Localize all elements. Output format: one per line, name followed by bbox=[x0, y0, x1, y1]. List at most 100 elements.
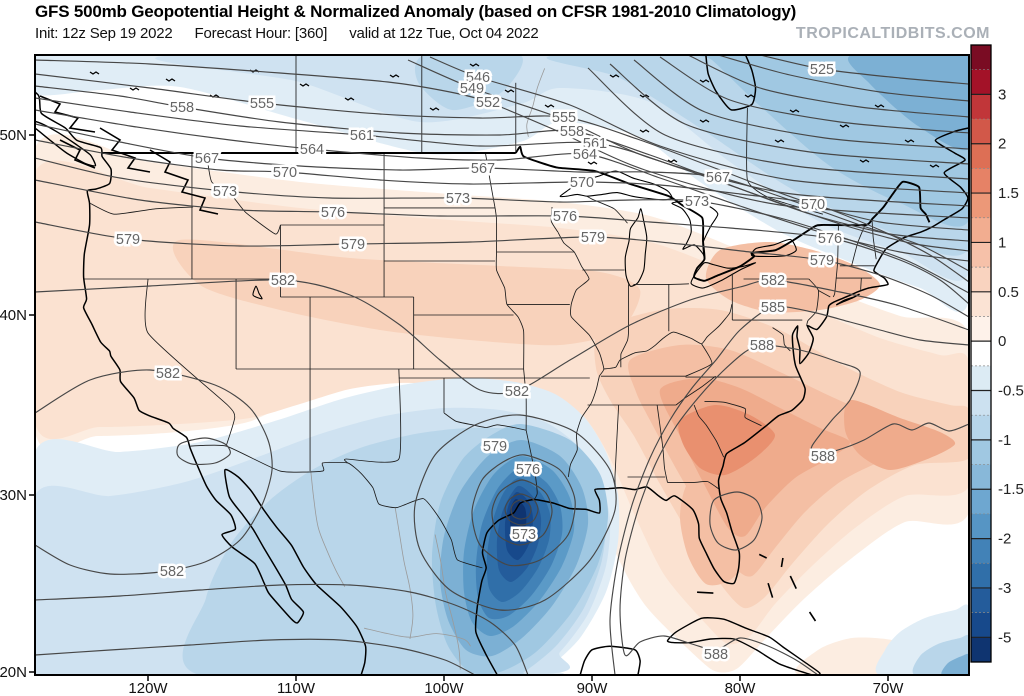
anomaly-shading-region bbox=[848, 55, 969, 151]
colorbar-segment bbox=[971, 94, 991, 120]
contour-label: 576 bbox=[321, 205, 345, 221]
colorbar-segment bbox=[971, 69, 991, 95]
lake-outline bbox=[624, 208, 648, 287]
mexican-state-border bbox=[526, 68, 546, 137]
contour-label: 561 bbox=[583, 136, 607, 152]
small-lake-speck bbox=[429, 107, 440, 111]
colorbar-segment bbox=[971, 242, 991, 268]
contour-label: 588 bbox=[811, 449, 835, 465]
lon-axis-label: 100W bbox=[424, 680, 464, 696]
mexican-state-border bbox=[310, 471, 346, 587]
colorbar-segment bbox=[971, 415, 991, 441]
contour-label: 576 bbox=[818, 231, 842, 247]
colorbar-segment bbox=[971, 563, 991, 589]
colorbar-tick-label: 1 bbox=[998, 234, 1006, 251]
contour-label: 567 bbox=[706, 170, 730, 186]
small-lake-speck bbox=[904, 139, 915, 143]
contour-label: 552 bbox=[476, 95, 500, 111]
state-border bbox=[344, 368, 402, 464]
small-lake-speck bbox=[344, 97, 355, 101]
valid-time: valid at 12z Tue, Oct 04 2022 bbox=[349, 25, 539, 42]
colorbar-segment bbox=[971, 119, 991, 145]
colorbar-segment bbox=[971, 316, 991, 342]
small-lake-speck bbox=[699, 119, 710, 123]
height-contour bbox=[35, 109, 969, 262]
height-contour-closed bbox=[709, 491, 763, 551]
colorbar-tick-label: 3 bbox=[998, 86, 1006, 103]
colorbar-segment bbox=[971, 217, 991, 243]
contour-label: 582 bbox=[156, 366, 180, 382]
small-lake-speck bbox=[469, 63, 480, 67]
small-island bbox=[767, 582, 774, 598]
lat-axis-label: 50N bbox=[0, 127, 27, 144]
colorbar-segment bbox=[971, 637, 991, 663]
mexican-state-border bbox=[434, 534, 461, 670]
lon-axis-label: 90W bbox=[577, 680, 609, 696]
colorbar-segment bbox=[971, 45, 991, 71]
small-island bbox=[808, 611, 817, 622]
small-island bbox=[789, 575, 797, 589]
height-contour bbox=[35, 279, 969, 395]
height-contour bbox=[633, 59, 969, 150]
colorbar-tick-label: 2 bbox=[998, 136, 1006, 153]
height-contour bbox=[659, 56, 969, 134]
contour-label: 555 bbox=[552, 110, 576, 126]
contour-label: 573 bbox=[685, 194, 709, 210]
colorbar-segment bbox=[971, 464, 991, 490]
contour-label: 579 bbox=[483, 439, 507, 455]
anomaly-shading-region bbox=[172, 239, 641, 346]
contour-label: 576 bbox=[516, 462, 540, 478]
state-border bbox=[620, 284, 630, 368]
lake-outline bbox=[690, 261, 757, 289]
anomaly-shading-region bbox=[844, 399, 956, 471]
state-border bbox=[144, 278, 236, 447]
contour-label: 579 bbox=[581, 230, 605, 246]
colorbar-tick-label: -1 bbox=[998, 432, 1011, 449]
forecast-hour: Forecast Hour: [360] bbox=[194, 25, 328, 42]
state-border bbox=[685, 343, 713, 377]
contour-label: 576 bbox=[553, 209, 577, 225]
small-lake-speck bbox=[129, 87, 140, 91]
contour-label: 525 bbox=[810, 62, 834, 78]
small-lake-speck bbox=[609, 74, 620, 78]
contour-label: 582 bbox=[160, 564, 184, 580]
colorbar-segment bbox=[971, 291, 991, 317]
state-border bbox=[746, 107, 824, 215]
small-lake-speck bbox=[774, 139, 785, 143]
colorbar-tick-label: -3 bbox=[998, 580, 1011, 597]
state-border bbox=[871, 219, 877, 260]
state-border bbox=[557, 231, 605, 478]
contour-label: 558 bbox=[170, 100, 194, 116]
lat-axis-label: 30N bbox=[0, 487, 27, 504]
state-border bbox=[818, 290, 831, 298]
state-border bbox=[667, 480, 719, 490]
colorbar-segment bbox=[971, 612, 991, 638]
height-contour bbox=[619, 344, 969, 675]
contour-label: 588 bbox=[704, 647, 728, 663]
contour-label: 579 bbox=[341, 237, 365, 253]
coastline bbox=[474, 127, 969, 675]
colorbar-segment bbox=[971, 439, 991, 466]
height-contour-closed bbox=[413, 414, 617, 611]
state-border bbox=[443, 412, 527, 431]
colorbar-segment bbox=[971, 143, 991, 169]
map-frame bbox=[34, 54, 970, 676]
state-border bbox=[525, 430, 538, 500]
state-border bbox=[523, 368, 527, 431]
height-contour-closed bbox=[504, 493, 539, 526]
height-contour bbox=[609, 305, 969, 675]
contour-label: 585 bbox=[761, 300, 785, 316]
island-outline bbox=[35, 120, 97, 167]
colorbar-tick-label: -5 bbox=[998, 629, 1011, 646]
lake-outline bbox=[750, 238, 797, 258]
small-lake-speck bbox=[89, 71, 100, 75]
colorbar-frame bbox=[970, 44, 992, 663]
small-lake-speck bbox=[544, 104, 555, 108]
small-lake-speck bbox=[929, 164, 940, 168]
colorbar-segment bbox=[971, 390, 991, 416]
state-border bbox=[494, 207, 498, 253]
state-border bbox=[586, 195, 628, 224]
colorbar-segment bbox=[971, 267, 991, 293]
